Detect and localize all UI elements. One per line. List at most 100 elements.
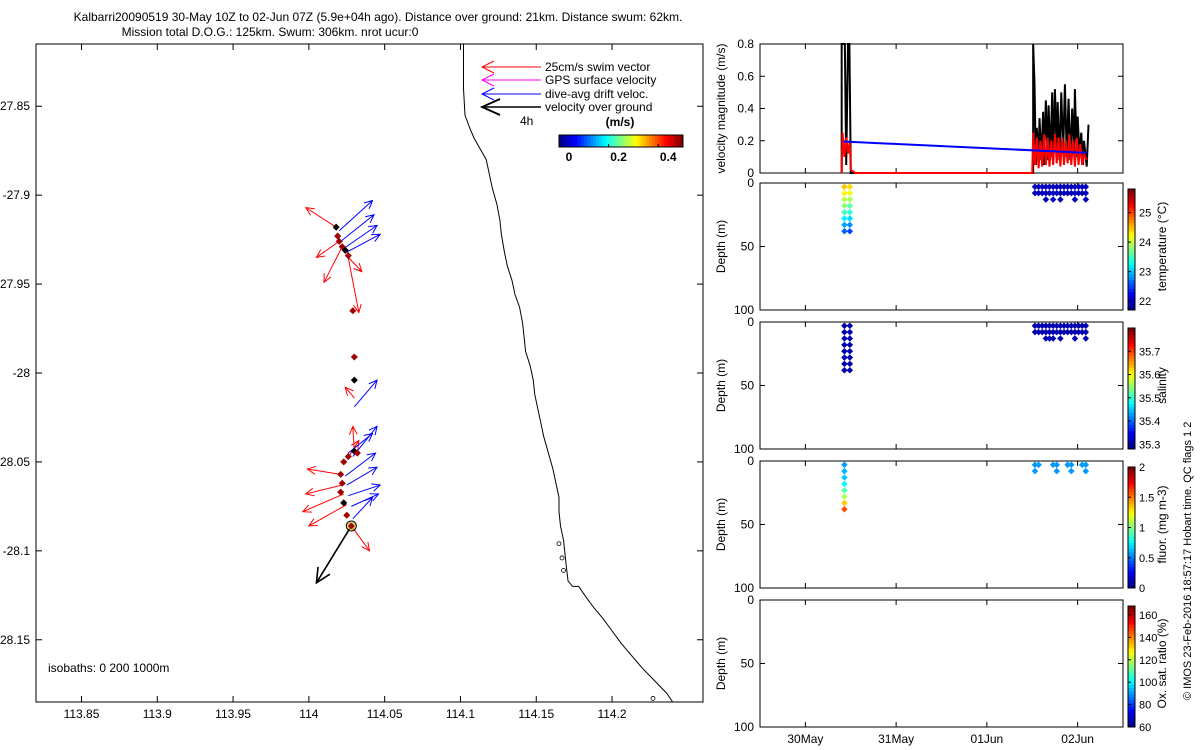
panel-colorbar-segment: [1128, 500, 1135, 504]
panel-colorbar-segment: [1128, 560, 1135, 565]
swim-vector: [315, 240, 340, 259]
map-colorbar-tick-label: 0.2: [610, 150, 627, 164]
panel-colorbar-segment: [1128, 207, 1135, 211]
panel-colorbar-segment: [1128, 542, 1135, 547]
map-colorbar-segment: [655, 135, 659, 147]
panel-colorbar-segment: [1128, 346, 1135, 350]
panel-fluorescence: 0 50 100 Depth (m) 0 0.5 1 1.5 2 fluor. (mg m-3): [714, 454, 1169, 595]
panel-colorbar-tick-label: 1.5: [1139, 492, 1154, 504]
swim-vector-head: [350, 439, 360, 450]
profile-point: [846, 228, 854, 235]
panel-colorbar-segment: [1128, 551, 1135, 556]
panel-colorbar-segment: [1128, 660, 1135, 664]
map-colorbar-tick-label: 0.4: [660, 150, 677, 164]
panel-colorbar-segment: [1128, 343, 1135, 347]
map-colorbar-segment: [614, 135, 619, 147]
map-colorbar-segment: [676, 135, 681, 147]
swim-vector-shaft: [347, 257, 363, 272]
panel-colorbar-segment: [1128, 403, 1135, 408]
drift-vector-head: [368, 379, 378, 389]
legend-drift-label: dive-avg drift veloc.: [545, 87, 648, 101]
map-y-tick-label: -28: [13, 366, 31, 380]
map-colorbar-segment: [599, 135, 603, 147]
panel-colorbar-segment: [1128, 545, 1135, 550]
map-x-tick-label: 113.85: [64, 707, 100, 721]
panel-colorbar-segment: [1128, 488, 1135, 492]
map-colorbar-segment: [605, 135, 610, 147]
panel-colorbar-segment: [1128, 606, 1135, 610]
map-colorbar-segment: [602, 135, 606, 147]
panel-colorbar-segment: [1128, 358, 1135, 362]
panel-colorbar-tick-label: 0.5: [1139, 553, 1154, 565]
panel-colorbar-frame: [1127, 605, 1136, 728]
panel-colorbar-tick-label: 35.3: [1139, 439, 1160, 451]
panel-colorbar-segment: [1128, 334, 1135, 338]
panel-colorbar-segment: [1128, 391, 1135, 395]
panel-colorbar-segment: [1128, 222, 1135, 226]
track-point: [340, 499, 348, 507]
panel-x-tick-label: 31May: [878, 732, 914, 746]
current-position-inner: [347, 521, 356, 530]
panel-colorbar-segment: [1128, 467, 1135, 471]
map-colorbar-segment: [670, 135, 675, 147]
map-colorbar-segment: [624, 135, 628, 147]
panel-colorbar-segment: [1128, 240, 1135, 244]
swim-vector-head: [304, 206, 315, 216]
swim-vector: [346, 250, 362, 314]
panel-colorbar-segment: [1128, 687, 1135, 692]
profile-point: [841, 196, 848, 203]
panel-y-tick-label: 0.4: [737, 102, 754, 116]
drift-vector-shaft: [353, 379, 378, 408]
swim-vector-head: [361, 541, 371, 552]
panel-oxygen-frame: [759, 599, 1124, 728]
map-x-tick-label: 113.95: [215, 707, 251, 721]
map-y-tick-label: -27.9: [3, 188, 31, 202]
track-point: [350, 353, 358, 361]
drift-vector-shaft: [344, 452, 376, 477]
copyright-note: © IMOS 23-Feb-2016 18:57:17 Hobart time.…: [1182, 422, 1194, 700]
drift-vector-head: [371, 483, 382, 492]
panel-colorbar-tick-label: 25: [1139, 208, 1151, 220]
panel-colorbar-segment: [1128, 482, 1135, 486]
panel-colorbar-segment: [1128, 581, 1135, 586]
map-colorbar-segment: [627, 135, 631, 147]
swim-vector: [307, 504, 348, 527]
islet: [556, 541, 562, 547]
swim-vector: [348, 425, 358, 452]
panel-colorbar-segment: [1128, 539, 1135, 544]
panel-colorbar-segment: [1128, 231, 1135, 235]
panel-y-tick-label: 0.6: [737, 69, 754, 83]
map-y-tick-label: -27.85: [0, 99, 30, 113]
panel-colorbar-segment: [1128, 639, 1135, 643]
panel-colorbar-segment: [1128, 285, 1135, 290]
track-point: [334, 232, 342, 240]
panel-colorbar-segment: [1128, 548, 1135, 553]
drift-vector-head: [363, 496, 374, 507]
panel-colorbar-tick-label: 160: [1139, 610, 1157, 622]
map-colorbar-segment: [633, 135, 637, 147]
drift-vector-head: [363, 199, 374, 210]
map-panel: 113.85 113.9 113.95 114 114.05 114.1 114.15 114…: [0, 43, 704, 721]
figure-title-line1: Kalbarri20090519 30-May 10Z to 02-Jun 07…: [74, 10, 683, 24]
panel-colorbar-segment: [1128, 352, 1135, 356]
panel-y-tick-label: 50: [741, 518, 755, 532]
panel-colorbar-segment: [1128, 219, 1135, 223]
track-point: [347, 522, 355, 530]
panel-colorbar-segment: [1128, 328, 1135, 332]
panel-colorbar-segment: [1128, 651, 1135, 655]
panel-colorbar-segment: [1128, 672, 1135, 676]
track-point: [349, 307, 357, 315]
drift-vector: [346, 233, 382, 253]
panel-colorbar-segment: [1128, 584, 1135, 589]
panel-colorbar-tick-label: 140: [1139, 632, 1157, 644]
map-colorbar-segment: [568, 135, 572, 147]
panel-colorbar-tick-label: 80: [1139, 700, 1151, 712]
panel-colorbar-segment: [1128, 228, 1135, 232]
panel-colorbar-segment: [1128, 491, 1135, 495]
panel-y-tick-label: 100: [734, 581, 754, 595]
panel-colorbar-segment: [1128, 711, 1135, 716]
islet: [650, 696, 656, 701]
panel-colorbar-segment: [1128, 258, 1135, 262]
panel-colorbar-segment: [1128, 479, 1135, 483]
panel-temperature-colorbar-label: temperature (°C): [1155, 202, 1169, 292]
